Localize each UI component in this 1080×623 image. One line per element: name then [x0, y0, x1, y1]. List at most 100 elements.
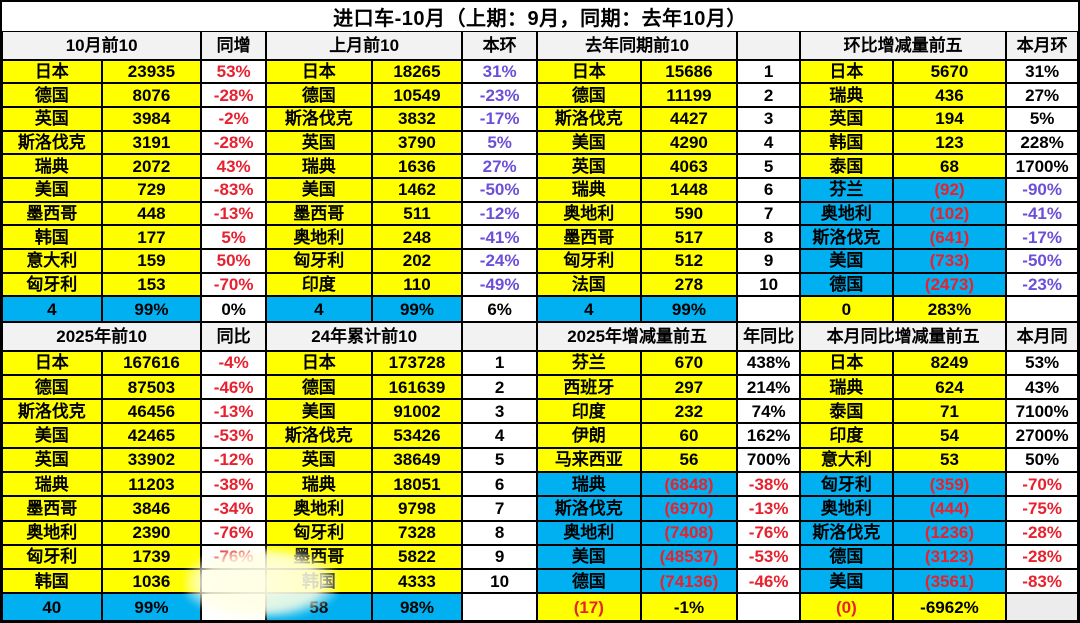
pct-cell: 31% [1006, 59, 1078, 84]
pct-cell: -28% [1006, 520, 1078, 545]
summary-share-cell: 99% [101, 296, 202, 322]
pct-cell: 438% [737, 350, 801, 375]
rank-cell: 5 [462, 447, 537, 472]
country-cell: 日本 [266, 350, 372, 375]
pct-cell: -76% [201, 544, 267, 570]
value-cell: (102) [892, 201, 1007, 226]
country-cell: 匈牙利 [800, 471, 893, 497]
country-cell: 日本 [2, 350, 102, 375]
rank-header [737, 31, 801, 60]
pct-cell: 50% [201, 249, 267, 273]
rank-cell: 9 [737, 249, 801, 273]
pct-cell: 2700% [1006, 423, 1078, 448]
pct-cell: 53% [1006, 350, 1078, 375]
value-cell: 33902 [101, 447, 202, 472]
country-cell: 德国 [266, 83, 372, 107]
country-cell: 瑞典 [800, 374, 893, 400]
country-cell: 墨西哥 [266, 544, 372, 570]
country-cell: 马来西亚 [537, 447, 641, 472]
pct-cell: -13% [201, 399, 267, 424]
pct-cell: -90% [1006, 177, 1078, 202]
country-cell: 瑞典 [537, 177, 641, 202]
table-header: 2025年增减量前五 [537, 322, 738, 351]
value-cell: 4333 [371, 569, 463, 594]
country-cell: 伊朗 [537, 423, 641, 448]
country-cell: 斯洛伐克 [2, 130, 102, 155]
country-cell: 德国 [2, 83, 102, 107]
value-cell: 3846 [101, 496, 202, 521]
pct-cell: -2% [201, 106, 267, 131]
country-cell: 英国 [266, 447, 372, 472]
value-cell: 38649 [371, 447, 463, 472]
value-cell: 7328 [371, 520, 463, 545]
value-cell: 68 [892, 154, 1007, 178]
value-cell: 202 [371, 249, 463, 273]
summary-extra-cell: 0% [201, 296, 267, 322]
summary-extra-cell [737, 593, 801, 621]
value-cell: (444) [892, 496, 1007, 521]
value-cell: 42465 [101, 423, 202, 448]
value-cell: 9798 [371, 496, 463, 521]
value-cell: 15686 [640, 59, 738, 84]
country-cell: 英国 [537, 154, 641, 178]
rank-cell: 3 [737, 106, 801, 131]
country-cell: 英国 [2, 447, 102, 472]
rank-cell: 1 [737, 59, 801, 84]
value-cell: 590 [640, 201, 738, 226]
pct-cell: 5% [462, 130, 537, 155]
pct-cell: -53% [201, 423, 267, 448]
country-cell: 奥地利 [2, 520, 102, 545]
pct-cell: -41% [1006, 201, 1078, 226]
pct-cell: -50% [1006, 249, 1078, 273]
pct-header: 年同比 [737, 322, 801, 351]
value-cell: (359) [892, 471, 1007, 497]
summary-count-cell: (17) [537, 593, 641, 621]
country-cell: 德国 [800, 544, 893, 570]
country-cell: 英国 [266, 130, 372, 155]
rank-cell: 2 [737, 83, 801, 107]
pct-cell: -23% [1006, 272, 1078, 297]
value-cell: 10549 [371, 83, 463, 107]
value-cell: 448 [101, 201, 202, 226]
country-cell: 瑞典 [2, 154, 102, 178]
summary-count-cell: 4 [266, 296, 372, 322]
country-cell: 印度 [537, 399, 641, 424]
value-cell: 11203 [101, 471, 202, 497]
pct-cell: -13% [201, 201, 267, 226]
value-cell: (6970) [640, 496, 738, 521]
value-cell: 123 [892, 130, 1007, 155]
pct-cell: -13% [737, 496, 801, 521]
value-cell: 71 [892, 399, 1007, 424]
summary-count-cell: 58 [266, 593, 372, 621]
rank-cell: 10 [462, 569, 537, 594]
value-cell: 53 [892, 447, 1007, 472]
value-cell: (7408) [640, 520, 738, 545]
rank-cell: 2 [462, 374, 537, 400]
pct-cell: 214% [737, 374, 801, 400]
country-cell: 瑞典 [537, 471, 641, 497]
country-cell: 匈牙利 [2, 272, 102, 297]
value-cell: 3832 [371, 106, 463, 131]
pct-header: 本月同 [1006, 322, 1078, 351]
country-cell: 瑞典 [2, 471, 102, 497]
country-cell: 泰国 [800, 154, 893, 178]
country-cell: 英国 [800, 106, 893, 131]
value-cell: (92) [892, 177, 1007, 202]
pct-cell: -41% [462, 225, 537, 249]
country-cell: 印度 [800, 423, 893, 448]
pct-cell: -76% [201, 520, 267, 545]
rank-cell: 10 [737, 272, 801, 297]
country-cell: 美国 [2, 423, 102, 448]
country-cell: 日本 [2, 59, 102, 84]
country-cell: 瑞典 [266, 154, 372, 178]
value-cell: 167616 [101, 350, 202, 375]
pct-cell: 162% [737, 423, 801, 448]
value-cell: 512 [640, 249, 738, 273]
bottom-tables-grid: 2025年前10 同比 日本 167616 -4% 德国 87503 -46% 斯洛伐克 4645… [2, 322, 1078, 621]
value-cell: 56 [640, 447, 738, 472]
value-cell: (3123) [892, 544, 1007, 570]
country-cell: 奥地利 [266, 225, 372, 249]
pct-cell: 7100% [1006, 399, 1078, 424]
summary-extra-cell [201, 593, 267, 621]
pct-cell: 27% [1006, 83, 1078, 107]
